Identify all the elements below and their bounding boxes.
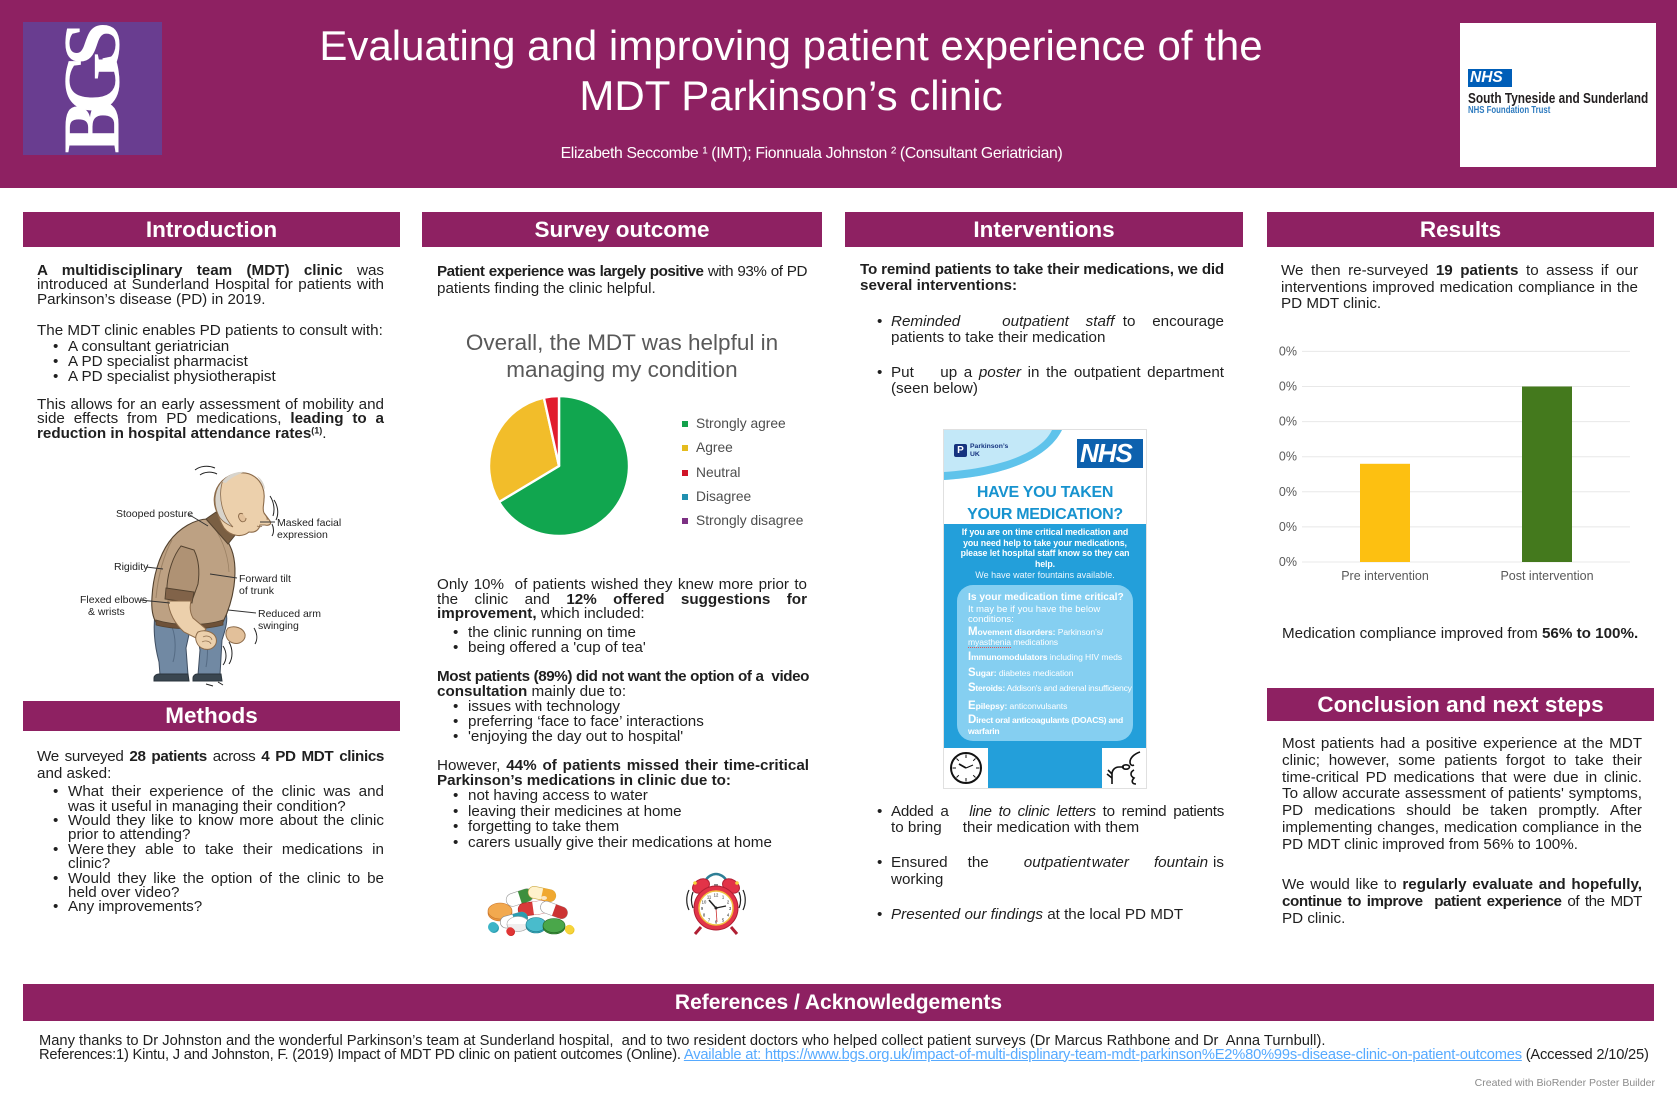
svg-text:0%: 0% xyxy=(1279,485,1297,499)
svg-text:expression: expression xyxy=(277,529,328,541)
svg-text:Masked facial: Masked facial xyxy=(277,517,341,529)
svg-text:Pre intervention: Pre intervention xyxy=(1341,569,1429,583)
svg-text:0%: 0% xyxy=(1279,344,1297,358)
svg-text:0%: 0% xyxy=(1279,380,1297,394)
svg-text:Post intervention: Post intervention xyxy=(1500,569,1593,583)
svg-text:Rigidity: Rigidity xyxy=(114,561,149,573)
svg-text:Flexed elbows: Flexed elbows xyxy=(80,594,147,606)
svg-text:& wrists: & wrists xyxy=(88,606,125,618)
svg-text:7: 7 xyxy=(708,918,711,923)
svg-text:Reduced arm: Reduced arm xyxy=(258,608,321,620)
svg-text:10: 10 xyxy=(702,900,707,905)
svg-text:6: 6 xyxy=(715,920,718,925)
svg-text:0%: 0% xyxy=(1279,450,1297,464)
svg-text:of trunk: of trunk xyxy=(239,585,275,597)
svg-text:8: 8 xyxy=(703,913,706,918)
svg-text:12: 12 xyxy=(714,893,719,898)
svg-text:Forward tilt: Forward tilt xyxy=(239,573,291,585)
svg-text:9: 9 xyxy=(701,906,704,911)
svg-text:11: 11 xyxy=(707,895,712,900)
svg-text:0%: 0% xyxy=(1279,555,1297,569)
svg-text:swinging: swinging xyxy=(258,620,299,632)
svg-text:4: 4 xyxy=(727,913,730,918)
svg-text:Stooped posture: Stooped posture xyxy=(116,508,193,520)
svg-text:0%: 0% xyxy=(1279,415,1297,429)
svg-text:2: 2 xyxy=(727,900,730,905)
svg-text:3: 3 xyxy=(729,906,732,911)
svg-text:1: 1 xyxy=(722,895,725,900)
svg-text:5: 5 xyxy=(722,918,725,923)
svg-text:0%: 0% xyxy=(1279,520,1297,534)
